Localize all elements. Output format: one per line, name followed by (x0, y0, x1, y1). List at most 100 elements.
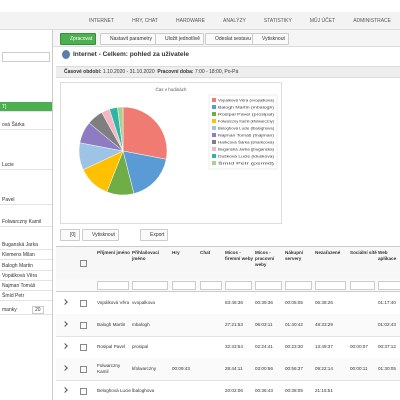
filter-input[interactable] (200, 281, 222, 290)
table-cell: Vopálková Věra (97, 300, 130, 305)
table-cell (350, 380, 377, 400)
column-header: Nezařazené (315, 250, 341, 255)
row-checkbox[interactable] (80, 388, 87, 395)
table-toolbar-button[interactable]: [0] (60, 229, 80, 241)
sidebar-item[interactable]: Vopálková Věra (0, 271, 52, 281)
nav-item[interactable]: STATISTIKY (263, 18, 292, 24)
info-row: Časové období: 1.10.2020 - 31.10.2020 Pr… (56, 66, 400, 78)
table-cell: 00:00:11 (350, 366, 368, 371)
header-row (56, 247, 400, 280)
filter-input[interactable] (172, 281, 196, 290)
sidebar-item[interactable]: Folwarczny Kamil (0, 217, 52, 227)
table-cell: 00:00:07 (350, 344, 368, 349)
table-cell: 00:23:30 (285, 344, 303, 349)
sidebar-item[interactable]: Buganská Jarka (0, 240, 52, 250)
legend-box (208, 94, 278, 170)
filter-input[interactable] (378, 281, 400, 290)
sidebar-item[interactable]: manky (0, 305, 52, 315)
nav-item[interactable]: INTERNET (89, 18, 115, 24)
table-cell: 20:02:06 (225, 388, 243, 393)
legend-swatch (212, 126, 216, 130)
table-cell (172, 314, 198, 336)
legend-label: Dušková Lucie (lduskova) (218, 155, 275, 159)
sidebar-item[interactable]: Pavel (0, 195, 52, 205)
nav-item[interactable]: HARDWARE (176, 18, 205, 24)
sidebar-item[interactable]: Šmíd Petr (0, 291, 52, 301)
table-cell: 13:49:37 (315, 344, 333, 349)
heading: Internet - Celkem: pohled za uživatele (73, 51, 189, 58)
period-label: Časové období: (64, 69, 102, 75)
table-cell (350, 314, 377, 336)
filter-input[interactable] (350, 281, 375, 290)
filter-input[interactable] (315, 281, 346, 290)
legend-label: Vopálková Věra (vvopalkova) (218, 99, 275, 103)
table-cell: 01:02:43 (378, 322, 396, 327)
page-size[interactable]: 20 (32, 306, 44, 314)
search-box[interactable] (2, 52, 50, 62)
row-checkbox[interactable] (80, 322, 87, 329)
row-checkbox[interactable] (80, 344, 87, 351)
nav-item[interactable]: MŮJ ÚČET (309, 18, 336, 24)
column-header: Hry (172, 250, 180, 255)
nav-bar (0, 12, 400, 30)
legend-label: Najman Tomáš (tnajman) (218, 134, 275, 138)
sidebar-item[interactable]: Lucie (0, 160, 52, 170)
table-cell: 83:46:36 (225, 300, 243, 305)
toolbar-button[interactable]: Uložit jednotlivě (155, 33, 205, 45)
sidebar-item[interactable]: Klemens Milan (0, 250, 52, 260)
table-cell (200, 292, 224, 314)
table-cell: 00:36:43 (255, 388, 273, 393)
header-checkbox (80, 260, 87, 267)
filter-input[interactable] (255, 281, 282, 290)
column-header: Chat (200, 250, 211, 255)
nav-item[interactable]: ADMINISTRACE (353, 18, 391, 24)
table-cell: kfolwarczny (132, 366, 156, 371)
sidebar-item[interactable]: Najman Tomáš (0, 281, 52, 291)
toolbar-button[interactable]: Vytisknout (252, 33, 289, 45)
hours: 7:00 - 18:00, Po-Pá (194, 69, 239, 75)
row-checkbox[interactable] (80, 300, 87, 307)
table-toolbar-button[interactable]: Vytisknout (82, 229, 119, 241)
table-cell: 48:33:29 (315, 322, 333, 327)
hours-label: Pracovní doba: (157, 69, 194, 75)
sidebar-item[interactable]: T] (0, 102, 52, 112)
table-cell: 03:00:56 (255, 366, 273, 371)
table-cell: 09:22:14 (315, 366, 333, 371)
nav-item[interactable]: ANALÝZY (223, 18, 246, 24)
legend-label: Harkcová Šárka (sharkcova) (218, 140, 275, 145)
legend-swatch (212, 112, 216, 116)
table-cell (200, 314, 224, 336)
sidebar-item[interactable]: ová Šárka (0, 120, 52, 130)
row-checkbox[interactable] (80, 366, 87, 373)
user-icon (62, 50, 70, 59)
column-header: Mícos -pracovní weby (255, 250, 275, 267)
column-header: Web aplikace (378, 250, 397, 261)
table-cell (200, 380, 224, 400)
sidebar-item[interactable]: Balogh Martin (0, 261, 52, 271)
table-cell: Beloghová Lucie (97, 388, 131, 393)
nav-menu: INTERNET HRY, CHAT HARDWARE ANALÝZY STATISTI… (80, 14, 400, 28)
top-strip (0, 0, 400, 12)
filter-input[interactable] (132, 281, 168, 290)
legend-swatch (212, 105, 216, 109)
filter-input[interactable] (225, 281, 252, 290)
nav-item[interactable]: HRY, CHAT (132, 18, 158, 24)
table-cell (350, 292, 377, 314)
toolbar-button[interactable]: Zpracovat (60, 33, 97, 45)
legend-swatch (212, 119, 216, 123)
table-toolbar-button[interactable]: Export (140, 229, 169, 241)
table-cell: 01:40:42 (285, 322, 303, 327)
table-cell: 00:37:12 (378, 344, 396, 349)
period: 1.10.2020 - 31.10.2020 (102, 69, 155, 75)
toolbar-button[interactable]: Nastavit parametry (100, 33, 156, 45)
table-cell: 27:21:53 (225, 322, 243, 327)
table-cell: 21:15:51 (315, 388, 333, 393)
legend-swatch (212, 147, 216, 151)
legend-swatch (212, 133, 216, 137)
filter-input[interactable] (285, 281, 312, 290)
table-cell (378, 380, 400, 400)
table-cell: Folwarczny Kamil (97, 363, 121, 374)
toolbar-button[interactable]: Odeslat sestavu (205, 33, 255, 45)
filter-input[interactable] (97, 281, 129, 290)
